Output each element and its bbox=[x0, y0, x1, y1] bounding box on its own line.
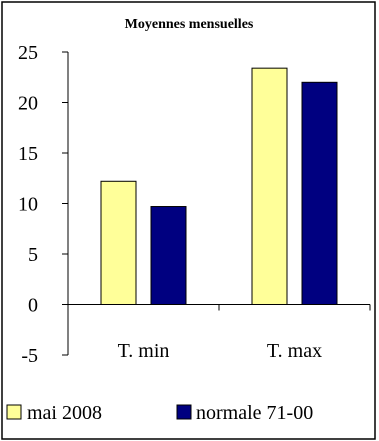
y-tick-label: 20 bbox=[18, 93, 38, 115]
bar-series-2-tmin bbox=[150, 206, 187, 305]
legend-label: mai 2008 bbox=[27, 402, 102, 424]
y-tick-label: 0 bbox=[28, 295, 38, 317]
legend-label: normale 71-00 bbox=[196, 402, 313, 424]
legend-swatch bbox=[6, 404, 22, 420]
y-tick-label: 25 bbox=[18, 42, 38, 64]
legend: mai 2008 normale 71-00 bbox=[6, 402, 313, 424]
category-label: T. max bbox=[267, 340, 322, 362]
bar-series-2-tmax bbox=[301, 81, 338, 305]
bar-series-1-tmin bbox=[100, 180, 137, 305]
category-label: T. min bbox=[118, 340, 170, 362]
y-tick-label: 10 bbox=[18, 194, 38, 216]
bar-group bbox=[100, 67, 338, 305]
bar-series-1-tmax bbox=[251, 67, 288, 305]
legend-swatch bbox=[176, 404, 192, 420]
chart-title: Moyennes mensuelles bbox=[125, 17, 254, 32]
y-tick-label: 15 bbox=[18, 143, 38, 165]
y-tick-label: -5 bbox=[21, 345, 38, 367]
y-tick-label: 5 bbox=[28, 244, 38, 266]
category-labels: T. min T. max bbox=[118, 340, 323, 362]
